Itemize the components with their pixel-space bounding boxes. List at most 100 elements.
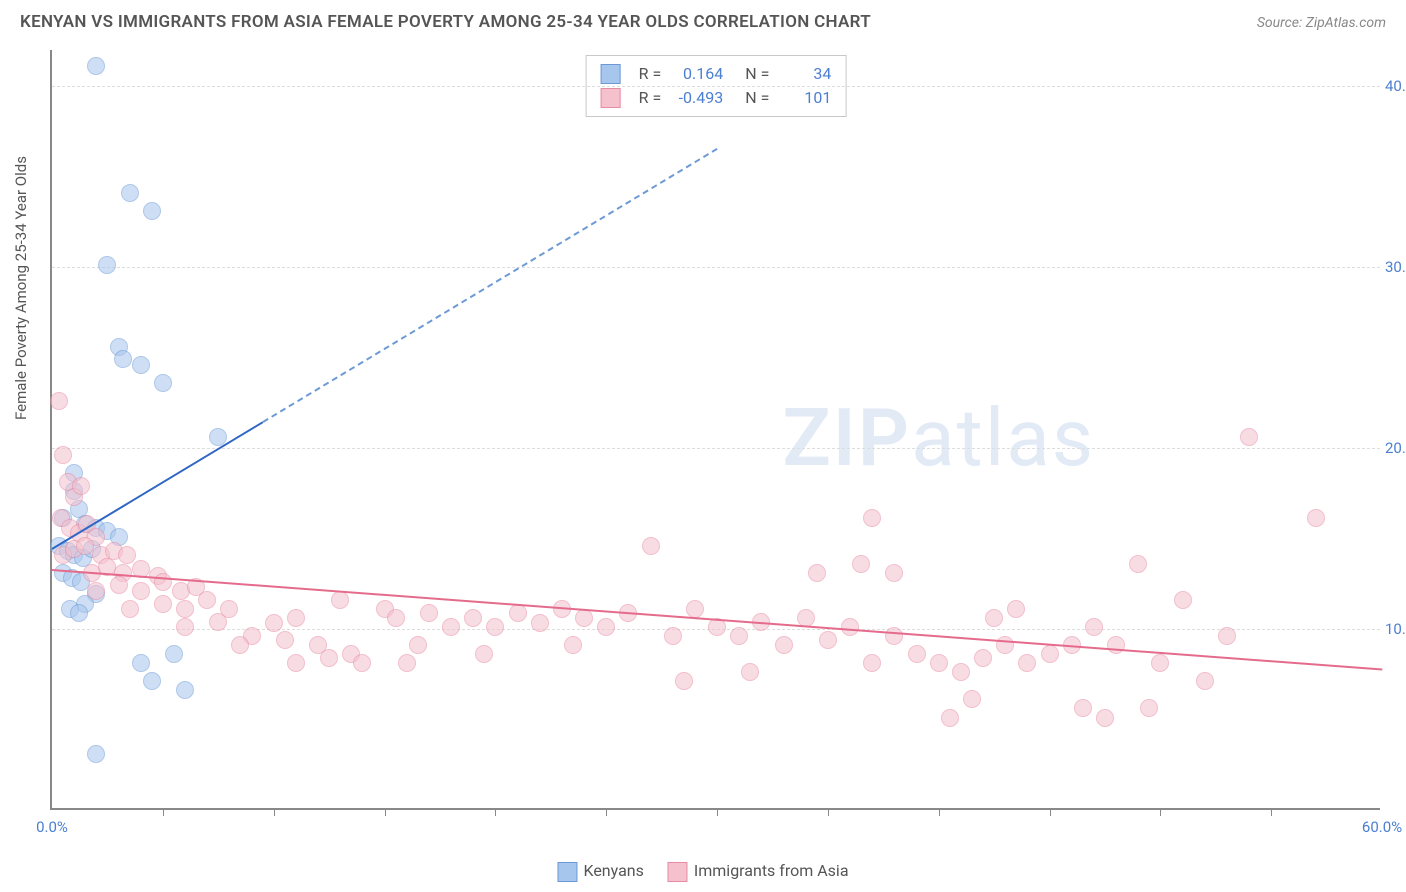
data-point xyxy=(154,374,172,392)
data-point xyxy=(132,356,150,374)
data-point xyxy=(1151,654,1169,672)
data-point xyxy=(1174,591,1192,609)
data-point xyxy=(132,582,150,600)
data-point xyxy=(1096,709,1114,727)
gridline-h xyxy=(52,267,1380,268)
data-point xyxy=(442,618,460,636)
data-point xyxy=(486,618,504,636)
data-point xyxy=(885,627,903,645)
data-point xyxy=(1196,672,1214,690)
data-point xyxy=(642,537,660,555)
data-point xyxy=(276,631,294,649)
data-point xyxy=(775,636,793,654)
x-tick-label: 60.0% xyxy=(1362,818,1402,836)
data-point xyxy=(50,392,68,410)
y-tick-label: 30.0% xyxy=(1385,258,1406,276)
trend-line xyxy=(52,569,1382,671)
data-point xyxy=(331,591,349,609)
x-tick-mark xyxy=(385,808,386,816)
data-point xyxy=(143,202,161,220)
y-tick-label: 20.0% xyxy=(1385,439,1406,457)
data-point xyxy=(564,636,582,654)
x-tick-mark xyxy=(1271,808,1272,816)
data-point xyxy=(908,645,926,663)
data-point xyxy=(176,600,194,618)
y-axis-label: Female Poverty Among 25-34 Year Olds xyxy=(12,156,30,420)
data-point xyxy=(730,627,748,645)
data-point xyxy=(852,555,870,573)
data-point xyxy=(1041,645,1059,663)
data-point xyxy=(664,627,682,645)
x-tick-mark xyxy=(274,808,275,816)
data-point xyxy=(98,256,116,274)
data-point xyxy=(154,573,172,591)
x-tick-mark xyxy=(1160,808,1161,816)
data-point xyxy=(675,672,693,690)
data-point xyxy=(398,654,416,672)
data-point xyxy=(121,600,139,618)
data-point xyxy=(87,57,105,75)
data-point xyxy=(1007,600,1025,618)
data-point xyxy=(996,636,1014,654)
data-point xyxy=(154,595,172,613)
data-point xyxy=(985,609,1003,627)
y-tick-label: 40.0% xyxy=(1385,77,1406,95)
data-point xyxy=(209,613,227,631)
data-point xyxy=(1307,509,1325,527)
x-tick-mark xyxy=(606,808,607,816)
legend-swatch xyxy=(557,862,577,882)
data-point xyxy=(974,649,992,667)
data-point xyxy=(72,477,90,495)
data-point xyxy=(165,645,183,663)
legend-swatch xyxy=(668,862,688,882)
legend-item: Immigrants from Asia xyxy=(668,861,849,882)
data-point xyxy=(132,654,150,672)
legend-label: Immigrants from Asia xyxy=(694,861,849,880)
x-tick-mark xyxy=(717,808,718,816)
data-point xyxy=(54,446,72,464)
data-point xyxy=(143,672,161,690)
data-point xyxy=(265,614,283,632)
chart-title: KENYAN VS IMMIGRANTS FROM ASIA FEMALE PO… xyxy=(20,12,871,32)
data-point xyxy=(176,681,194,699)
data-point xyxy=(1129,555,1147,573)
data-point xyxy=(841,618,859,636)
data-point xyxy=(531,614,549,632)
data-point xyxy=(1240,428,1258,446)
data-point xyxy=(597,618,615,636)
x-tick-mark xyxy=(495,808,496,816)
data-point xyxy=(1107,636,1125,654)
data-point xyxy=(87,745,105,763)
legend-swatch xyxy=(601,88,621,108)
legend-item: Kenyans xyxy=(557,861,643,882)
stats-row: R =-0.493N =101 xyxy=(601,86,832,110)
data-point xyxy=(1218,627,1236,645)
data-point xyxy=(409,636,427,654)
data-point xyxy=(741,663,759,681)
data-point xyxy=(475,645,493,663)
gridline-h xyxy=(52,86,1380,87)
data-point xyxy=(575,609,593,627)
data-point xyxy=(686,600,704,618)
data-point xyxy=(320,649,338,667)
data-point xyxy=(863,509,881,527)
legend-label: Kenyans xyxy=(583,861,643,880)
source-label: Source: ZipAtlas.com xyxy=(1257,15,1386,31)
data-point xyxy=(387,609,405,627)
watermark: ZIPatlas xyxy=(782,391,1095,485)
data-point xyxy=(863,654,881,672)
data-point xyxy=(819,631,837,649)
y-tick-label: 10.0% xyxy=(1385,620,1406,638)
x-tick-mark xyxy=(1050,808,1051,816)
data-point xyxy=(1074,699,1092,717)
stats-row: R =0.164N =34 xyxy=(601,62,832,86)
legend-swatch xyxy=(601,64,621,84)
trend-line xyxy=(262,148,717,423)
data-point xyxy=(118,546,136,564)
data-point xyxy=(287,609,305,627)
data-point xyxy=(963,690,981,708)
data-point xyxy=(885,564,903,582)
data-point xyxy=(176,618,194,636)
data-point xyxy=(353,654,371,672)
data-point xyxy=(110,576,128,594)
